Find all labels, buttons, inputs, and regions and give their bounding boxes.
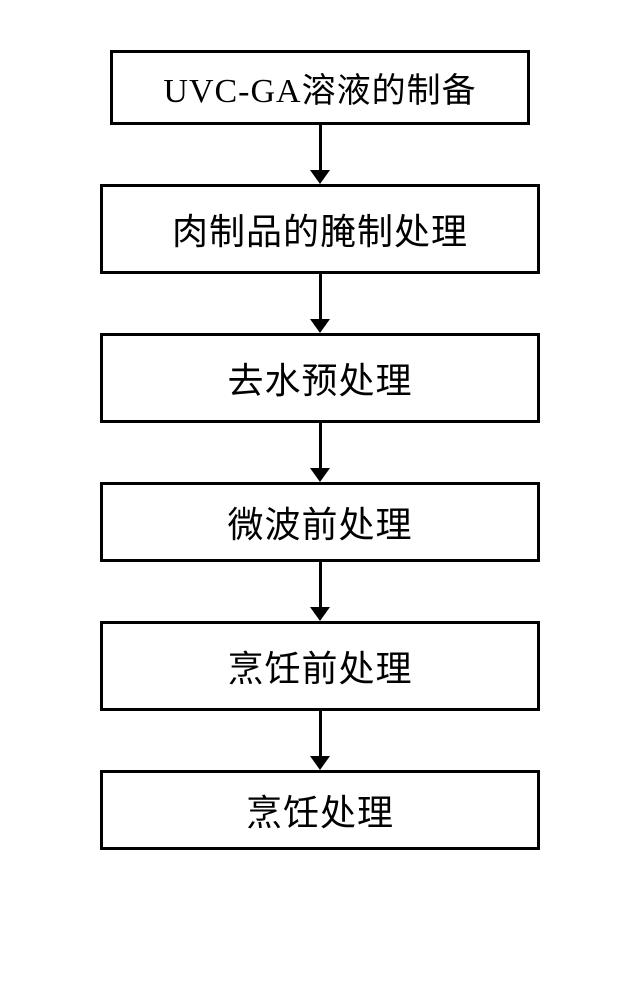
flowchart-step-label: UVC-GA溶液的制备 [163,63,476,112]
flowchart-step-6: 烹饪处理 [100,770,540,850]
arrow-line [319,125,322,170]
flowchart-arrow [310,562,330,621]
flowchart-arrow [310,711,330,770]
arrow-head-icon [310,319,330,333]
flowchart-step-2: 肉制品的腌制处理 [100,184,540,274]
flowchart-arrow [310,423,330,482]
arrow-line [319,423,322,468]
arrow-line [319,711,322,756]
flowchart-step-3: 去水预处理 [100,333,540,423]
arrow-head-icon [310,756,330,770]
arrow-head-icon [310,468,330,482]
flowchart-step-4: 微波前处理 [100,482,540,562]
flowchart-arrow [310,125,330,184]
arrow-head-icon [310,607,330,621]
flowchart-step-1: UVC-GA溶液的制备 [110,50,530,125]
arrow-line [319,274,322,319]
flowchart-container: UVC-GA溶液的制备肉制品的腌制处理去水预处理微波前处理烹饪前处理烹饪处理 [100,50,540,850]
flowchart-step-5: 烹饪前处理 [100,621,540,711]
arrow-line [319,562,322,607]
flowchart-step-label: 微波前处理 [227,496,412,548]
arrow-head-icon [310,170,330,184]
flowchart-step-label: 烹饪前处理 [227,640,412,692]
flowchart-step-label: 烹饪处理 [246,784,394,836]
flowchart-step-label: 肉制品的腌制处理 [172,203,468,255]
flowchart-step-label: 去水预处理 [227,352,412,404]
flowchart-arrow [310,274,330,333]
